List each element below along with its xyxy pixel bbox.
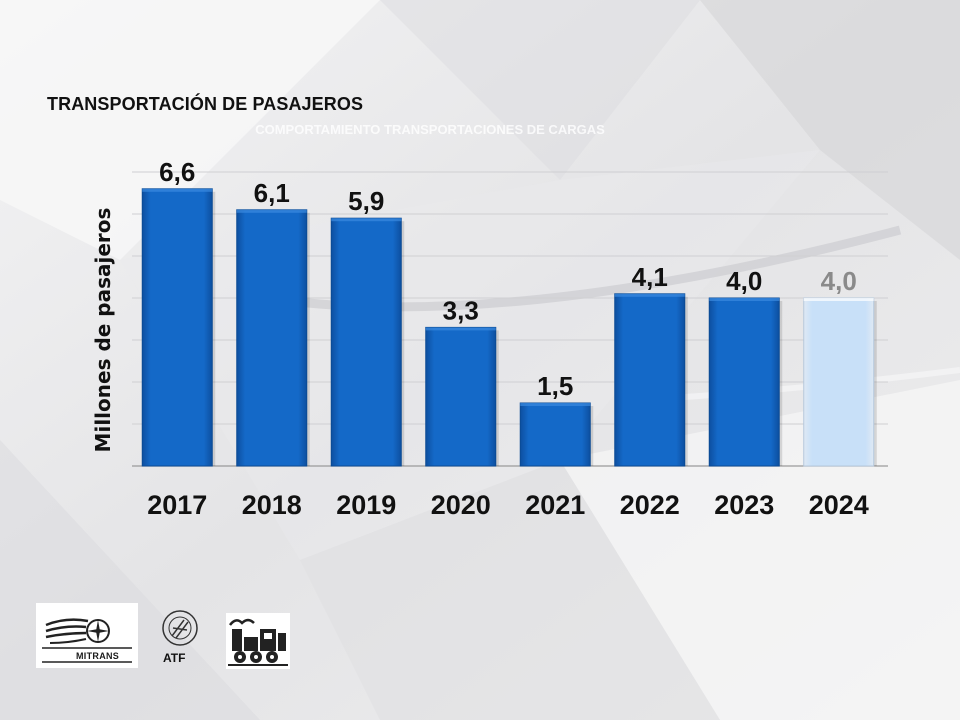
data-label-2022: 4,1: [632, 262, 668, 292]
bar-highlight: [614, 293, 685, 297]
bar-2024: [803, 297, 875, 467]
bar-2023: [708, 297, 780, 467]
bar-highlight: [236, 209, 307, 213]
mitrans-logo: MITRANS: [36, 603, 138, 668]
ghost-subtitle: COMPORTAMIENTO TRANSPORTACIONES DE CARGA…: [255, 122, 605, 137]
y-axis-label: Millones de pasajeros: [91, 208, 115, 453]
data-label-2019: 5,9: [348, 186, 384, 216]
x-tick-label-2023: 2023: [714, 490, 774, 520]
atf-emblem-icon: [162, 610, 198, 646]
bar-2017: [141, 188, 213, 467]
locomotive-icon: [228, 618, 288, 666]
x-tick-label-2022: 2022: [620, 490, 680, 520]
mitrans-logo-text: MITRANS: [76, 651, 120, 661]
bar-highlight: [709, 298, 780, 301]
atf-logo: ATF: [158, 608, 202, 666]
x-tick-label-2024: 2024: [809, 490, 869, 520]
bar-2021: [519, 402, 591, 467]
data-label-2018: 6,1: [254, 178, 290, 208]
bar-2020: [425, 326, 497, 467]
data-label-2023: 4,0: [726, 266, 762, 296]
bar-highlight: [520, 403, 591, 406]
bar-highlight: [142, 188, 213, 192]
data-label-2021: 1,5: [537, 371, 573, 401]
mitrans-emblem-icon: [42, 618, 132, 663]
data-label-2020: 3,3: [443, 295, 479, 325]
bars: [141, 188, 877, 467]
x-tick-label-2018: 2018: [242, 490, 302, 520]
slide-title: TRANSPORTACIÓN DE PASAJEROS: [47, 94, 364, 114]
atf-logo-text: ATF: [163, 651, 186, 665]
x-tick-labels: 2017 2018 2019 2020 2021 2022 2023 2024: [147, 490, 869, 520]
x-tick-label-2019: 2019: [336, 490, 396, 520]
bar-highlight: [331, 218, 402, 222]
bar-2019: [330, 217, 402, 467]
x-tick-label-2021: 2021: [525, 490, 585, 520]
x-tick-label-2017: 2017: [147, 490, 207, 520]
logo-strip: MITRANS ATF: [36, 603, 296, 669]
bar-highlight: [425, 327, 496, 331]
data-labels: 6,6 6,1 5,9 3,3 1,5 4,1 4,0 4,0: [159, 157, 857, 401]
bar-2018: [236, 209, 308, 467]
bar-highlight: [803, 298, 874, 301]
bar-2022: [614, 293, 686, 467]
data-label-2024: 4,0: [821, 266, 857, 296]
railway-logo: [226, 613, 290, 669]
data-label-2017: 6,6: [159, 157, 195, 187]
x-tick-label-2020: 2020: [431, 490, 491, 520]
